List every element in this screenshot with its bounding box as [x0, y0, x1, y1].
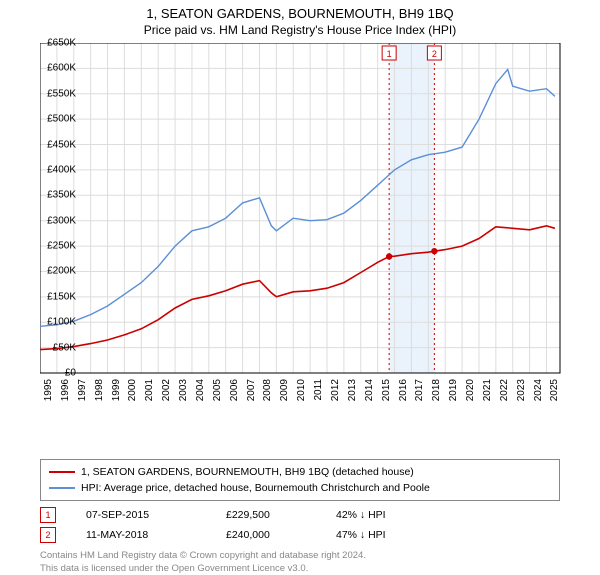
y-tick-label: £50K — [36, 342, 76, 353]
y-tick-label: £0 — [36, 368, 76, 379]
attribution-line1: Contains HM Land Registry data © Crown c… — [40, 549, 560, 562]
x-tick-label: 2010 — [296, 379, 307, 401]
x-tick-label: 2007 — [246, 379, 257, 401]
y-tick-label: £550K — [36, 88, 76, 99]
x-tick-label: 2020 — [465, 379, 476, 401]
x-tick-label: 2015 — [381, 379, 392, 401]
x-tick-label: 2019 — [448, 379, 459, 401]
chart-svg: 12 — [40, 43, 600, 413]
x-tick-label: 2011 — [313, 379, 324, 401]
marker-box-1: 1 — [40, 507, 56, 523]
legend: 1, SEATON GARDENS, BOURNEMOUTH, BH9 1BQ … — [40, 459, 560, 501]
y-tick-label: £450K — [36, 139, 76, 150]
marker-pct-2: 47% ↓ HPI — [336, 525, 436, 545]
x-tick-label: 2021 — [482, 379, 493, 401]
marker-price-1: £229,500 — [226, 505, 306, 525]
marker-pct-1: 42% ↓ HPI — [336, 505, 436, 525]
x-tick-label: 2001 — [144, 379, 155, 401]
marker-table: 1 07-SEP-2015 £229,500 42% ↓ HPI 2 11-MA… — [40, 505, 560, 545]
x-tick-label: 1999 — [111, 379, 122, 401]
y-tick-label: £500K — [36, 114, 76, 125]
x-tick-label: 2006 — [229, 379, 240, 401]
x-tick-label: 2018 — [431, 379, 442, 401]
marker-row-2: 2 11-MAY-2018 £240,000 47% ↓ HPI — [40, 525, 560, 545]
x-tick-label: 2023 — [516, 379, 527, 401]
legend-label-price-paid: 1, SEATON GARDENS, BOURNEMOUTH, BH9 1BQ … — [81, 464, 414, 480]
x-tick-label: 2024 — [533, 379, 544, 401]
legend-swatch-price-paid — [49, 471, 75, 473]
y-tick-label: £600K — [36, 63, 76, 74]
x-tick-label: 1995 — [43, 379, 54, 401]
y-tick-label: £250K — [36, 241, 76, 252]
x-tick-label: 2002 — [161, 379, 172, 401]
x-tick-label: 2004 — [195, 379, 206, 401]
x-tick-label: 2009 — [279, 379, 290, 401]
x-tick-label: 2025 — [549, 379, 560, 401]
marker-price-2: £240,000 — [226, 525, 306, 545]
marker-date-1: 07-SEP-2015 — [86, 505, 196, 525]
x-tick-label: 2016 — [398, 379, 409, 401]
x-tick-label: 2003 — [178, 379, 189, 401]
x-tick-label: 2014 — [364, 379, 375, 401]
svg-text:2: 2 — [432, 49, 437, 59]
x-tick-label: 1996 — [60, 379, 71, 401]
chart-subtitle: Price paid vs. HM Land Registry's House … — [0, 23, 600, 37]
svg-text:1: 1 — [387, 49, 392, 59]
x-tick-label: 2017 — [414, 379, 425, 401]
x-tick-label: 1997 — [77, 379, 88, 401]
x-tick-label: 2008 — [262, 379, 273, 401]
x-tick-label: 2000 — [127, 379, 138, 401]
legend-label-hpi: HPI: Average price, detached house, Bour… — [81, 480, 430, 496]
x-tick-label: 2012 — [330, 379, 341, 401]
y-tick-label: £100K — [36, 317, 76, 328]
marker-date-2: 11-MAY-2018 — [86, 525, 196, 545]
y-tick-label: £650K — [36, 38, 76, 49]
y-tick-label: £150K — [36, 291, 76, 302]
marker-box-2: 2 — [40, 527, 56, 543]
attribution-line2: This data is licensed under the Open Gov… — [40, 562, 560, 575]
attribution: Contains HM Land Registry data © Crown c… — [40, 549, 560, 575]
x-tick-label: 2005 — [212, 379, 223, 401]
chart-area: 12 £0£50K£100K£150K£200K£250K£300K£350K£… — [40, 43, 600, 413]
chart-title: 1, SEATON GARDENS, BOURNEMOUTH, BH9 1BQ — [0, 6, 600, 21]
y-tick-label: £300K — [36, 215, 76, 226]
y-tick-label: £200K — [36, 266, 76, 277]
legend-swatch-hpi — [49, 487, 75, 489]
x-tick-label: 2013 — [347, 379, 358, 401]
y-tick-label: £350K — [36, 190, 76, 201]
y-tick-label: £400K — [36, 164, 76, 175]
legend-row-price-paid: 1, SEATON GARDENS, BOURNEMOUTH, BH9 1BQ … — [49, 464, 551, 480]
marker-row-1: 1 07-SEP-2015 £229,500 42% ↓ HPI — [40, 505, 560, 525]
legend-row-hpi: HPI: Average price, detached house, Bour… — [49, 480, 551, 496]
x-tick-label: 1998 — [94, 379, 105, 401]
x-tick-label: 2022 — [499, 379, 510, 401]
